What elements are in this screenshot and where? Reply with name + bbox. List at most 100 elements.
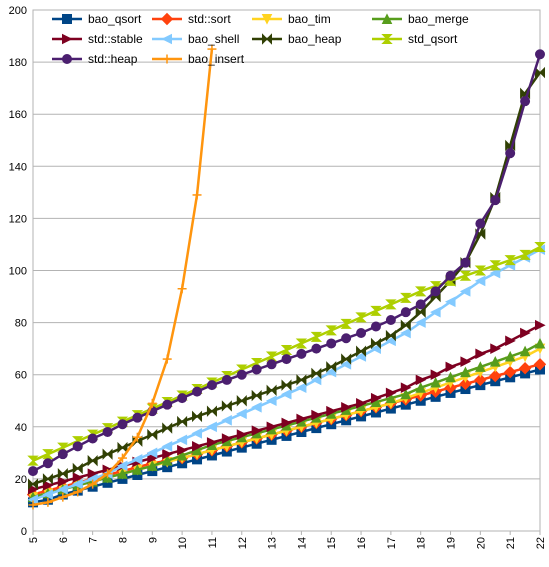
data-point	[459, 286, 471, 297]
data-point	[430, 376, 441, 388]
y-tick-label: 20	[15, 474, 27, 486]
legend-item: std::sort	[152, 12, 231, 26]
data-point	[57, 476, 69, 487]
data-point	[281, 354, 292, 365]
data-point	[162, 422, 173, 434]
data-point	[117, 468, 128, 479]
data-point	[400, 292, 412, 303]
data-point	[341, 401, 352, 413]
data-point	[475, 361, 486, 372]
y-tick-label: 40	[15, 422, 27, 434]
data-point	[504, 350, 516, 362]
data-point	[296, 348, 307, 359]
data-point	[117, 453, 127, 463]
data-point	[400, 388, 412, 400]
data-point	[474, 373, 487, 387]
data-point	[72, 462, 83, 475]
data-point	[87, 433, 98, 444]
data-point	[370, 343, 381, 354]
data-point	[88, 479, 98, 489]
legend-label: bao_merge	[408, 12, 469, 26]
legend-marker	[262, 33, 272, 45]
y-tick-label: 120	[9, 213, 27, 225]
data-point	[266, 359, 277, 370]
data-point	[221, 400, 232, 412]
data-point	[459, 270, 472, 281]
data-point	[490, 195, 501, 206]
plot-border	[32, 9, 541, 532]
legend-item: std::stable	[52, 32, 143, 46]
data-point	[206, 380, 217, 391]
data-point	[192, 190, 202, 200]
data-point	[445, 361, 457, 373]
data-point	[356, 328, 367, 339]
legend-label: bao_shell	[188, 32, 239, 46]
data-point	[206, 437, 218, 448]
data-point	[251, 389, 262, 402]
data-point	[102, 448, 113, 460]
data-point	[445, 371, 456, 383]
data-point	[42, 458, 53, 469]
x-tick-label: 10	[177, 537, 189, 549]
data-point	[28, 478, 38, 490]
x-tick-label: 19	[446, 537, 458, 549]
x-tick-label: 12	[237, 537, 249, 549]
data-point	[430, 369, 442, 381]
data-point	[460, 366, 471, 378]
data-point	[459, 377, 472, 391]
data-point	[489, 356, 501, 367]
x-tick-label: 9	[147, 537, 159, 543]
data-point	[206, 421, 217, 433]
data-point	[385, 392, 397, 404]
legend-marker	[161, 33, 172, 45]
data-point	[57, 449, 68, 460]
axes: 0 20 40 60 80 100 120 140 160 180 200 5 6 7 8 9 10 11 12 13…	[9, 5, 547, 549]
y-tick-label: 0	[21, 526, 27, 538]
data-point	[117, 419, 128, 430]
data-point	[325, 325, 337, 336]
data-point	[72, 441, 83, 452]
data-point	[147, 398, 157, 408]
data-point	[356, 345, 367, 357]
legend-item: bao_tim	[252, 12, 331, 26]
data-point	[296, 374, 307, 386]
legend-label: std::heap	[88, 52, 138, 66]
data-point	[520, 327, 531, 339]
x-tick-label: 13	[267, 537, 279, 549]
data-point	[310, 374, 322, 386]
data-point	[192, 410, 203, 423]
data-point	[341, 333, 352, 344]
data-point	[535, 49, 545, 60]
data-point	[206, 405, 217, 417]
legend-label: bao_heap	[288, 32, 342, 46]
data-point	[504, 255, 516, 266]
data-point	[340, 358, 352, 370]
data-point	[474, 265, 487, 276]
data-point	[42, 489, 53, 500]
data-point	[42, 449, 54, 460]
data-point	[117, 441, 128, 454]
data-point	[103, 469, 113, 479]
data-point	[161, 455, 173, 466]
y-tick-label: 100	[9, 266, 27, 278]
data-point	[385, 299, 397, 310]
data-point	[414, 286, 427, 297]
data-point	[58, 492, 68, 502]
legend-marker	[162, 54, 172, 64]
x-tick-label: 6	[58, 537, 70, 543]
data-point	[370, 305, 382, 316]
legend-marker	[62, 54, 72, 64]
legend-label: bao_insert	[188, 52, 245, 66]
data-point	[535, 319, 546, 331]
data-point	[73, 487, 83, 497]
data-point	[385, 314, 396, 325]
x-tick-label: 8	[117, 537, 129, 543]
data-point	[519, 345, 531, 357]
data-point	[162, 399, 173, 410]
data-point	[400, 382, 412, 394]
legend-item: bao_insert	[152, 52, 245, 66]
data-point	[177, 393, 188, 404]
data-point	[131, 454, 143, 465]
data-point	[325, 366, 337, 378]
